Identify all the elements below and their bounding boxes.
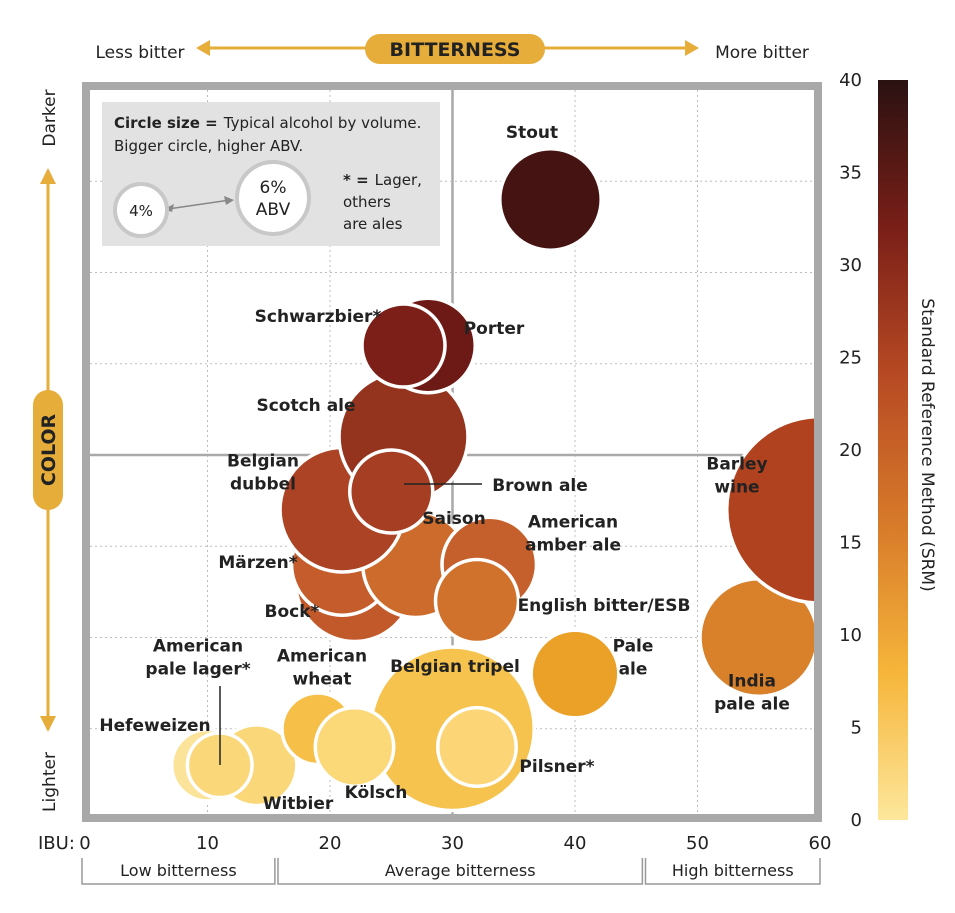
bubble-labels: Witbier Hefeweizen American pale lager* Belg… xyxy=(99,123,790,814)
svg-text:Circle size =Typical alcohol b: Circle size = Typical alcohol by volume. xyxy=(114,114,421,132)
srm-tick-labels: 0 5 10 15 20 25 30 35 40 xyxy=(839,70,862,831)
x-tick-label: 10 xyxy=(196,833,219,854)
band-label: Low bitterness xyxy=(120,861,237,880)
bubble-label: Barley xyxy=(706,455,767,475)
srm-tick-label: 15 xyxy=(839,533,862,554)
band: High bitterness xyxy=(644,858,821,885)
bubble-pilsner xyxy=(436,706,518,788)
bubble-label: English bitter/ESB xyxy=(518,596,691,616)
bitterness-axis: BITTERNESS Less bitter More bitter xyxy=(95,34,809,64)
x-tick-label: 0 xyxy=(79,833,90,854)
legend-title-text: Typical alcohol by volume. xyxy=(223,114,422,132)
bubble-label: Saison xyxy=(422,509,485,529)
bubble-label: Belgian xyxy=(227,452,299,472)
bubble-label: Stout xyxy=(506,123,558,143)
bubble-label: Scotch ale xyxy=(256,396,355,416)
x-tick-label: 50 xyxy=(686,833,709,854)
bubble-label: Brown ale xyxy=(492,476,588,496)
legend-lager-1: Lager, xyxy=(375,171,422,189)
srm-tick-label: 0 xyxy=(851,810,862,831)
color-axis: COLOR Darker Lighter xyxy=(33,89,63,812)
srm-colorbar xyxy=(878,80,908,820)
less-bitter-label: Less bitter xyxy=(95,43,184,63)
bubble-label: India xyxy=(728,672,776,692)
bubble-label: ale xyxy=(619,660,648,680)
bubble-stout xyxy=(498,147,603,252)
bubble-barley-wine xyxy=(725,414,814,605)
srm-tick-label: 35 xyxy=(839,163,862,184)
bubble-label: American xyxy=(528,513,618,533)
srm-tick-label: 10 xyxy=(839,625,862,646)
srm-tick-label: 5 xyxy=(851,718,862,739)
bubble-label: Bock* xyxy=(265,602,320,622)
bubble-label: Hefeweizen xyxy=(99,716,210,736)
srm-tick-label: 20 xyxy=(839,440,862,461)
srm-tick-label: 40 xyxy=(839,70,862,91)
band-label: High bitterness xyxy=(672,861,794,880)
bubbles xyxy=(170,147,814,813)
legend-big-value-2: ABV xyxy=(256,200,291,220)
legend-small-circle xyxy=(113,182,169,238)
bubble-label: Belgian tripel xyxy=(390,657,520,677)
legend-big-value-1: 6% xyxy=(260,178,287,198)
bitterness-bands: Low bitterness Average bitterness High bit… xyxy=(81,858,821,885)
x-tick-labels: 0 10 20 30 40 50 60 xyxy=(79,833,831,854)
bubble-label: amber ale xyxy=(525,536,621,556)
band-label: Average bitterness xyxy=(385,861,536,880)
legend-title-bold: Circle size = xyxy=(114,114,218,132)
size-legend: Circle size = Typical alcohol by volume. … xyxy=(102,102,440,246)
bubble-brown-ale xyxy=(348,448,435,535)
bubble-label: pale lager* xyxy=(145,660,250,680)
legend-subtitle: Bigger circle, higher ABV. xyxy=(114,137,303,155)
bubble-label: American xyxy=(153,637,243,657)
bubble-label: wine xyxy=(714,478,759,498)
legend-lager-bold: * = xyxy=(343,171,369,189)
band: Average bitterness xyxy=(277,858,644,885)
legend-lager-3: are ales xyxy=(343,215,403,233)
bubble-schwarzbier xyxy=(360,302,447,389)
lighter-label: Lighter xyxy=(40,752,60,812)
svg-text:* =Lager,: * = Lager, xyxy=(343,171,422,189)
bubble-label: wheat xyxy=(293,670,352,690)
legend-small-value: 4% xyxy=(129,202,153,220)
srm-tick-label: 30 xyxy=(839,255,862,276)
bubble-label: Pilsner* xyxy=(519,757,594,777)
legend-lager-2: others xyxy=(343,193,391,211)
ibu-label: IBU: xyxy=(38,833,75,854)
more-bitter-label: More bitter xyxy=(715,43,809,63)
bubble-label: Pale xyxy=(613,637,654,657)
darker-label: Darker xyxy=(40,89,60,146)
bubble-label: Kölsch xyxy=(345,783,408,803)
color-title: COLOR xyxy=(38,413,60,486)
bubble-label: dubbel xyxy=(230,475,296,495)
x-tick-label: 30 xyxy=(441,833,464,854)
bubble-label: Porter xyxy=(464,319,525,339)
bubble-english-bitter-esb xyxy=(433,557,521,645)
bubble-k-lsch xyxy=(313,706,396,788)
srm-tick-label: 25 xyxy=(839,348,862,369)
bubble-label: Witbier xyxy=(263,794,334,814)
x-tick-label: 20 xyxy=(319,833,342,854)
bubble-label: Märzen* xyxy=(218,553,297,573)
bubble-label: American xyxy=(277,647,367,667)
bubble-label: Schwarzbier* xyxy=(255,307,382,327)
x-tick-label: 40 xyxy=(564,833,587,854)
band: Low bitterness xyxy=(81,858,276,885)
srm-axis-label: Standard Reference Method (SRM) xyxy=(917,298,937,591)
bubble-label: pale ale xyxy=(714,695,790,715)
bitterness-title: BITTERNESS xyxy=(390,39,521,61)
bubble-pale-ale xyxy=(529,628,621,720)
x-tick-label: 60 xyxy=(809,833,832,854)
legend-big-circle xyxy=(235,160,311,236)
